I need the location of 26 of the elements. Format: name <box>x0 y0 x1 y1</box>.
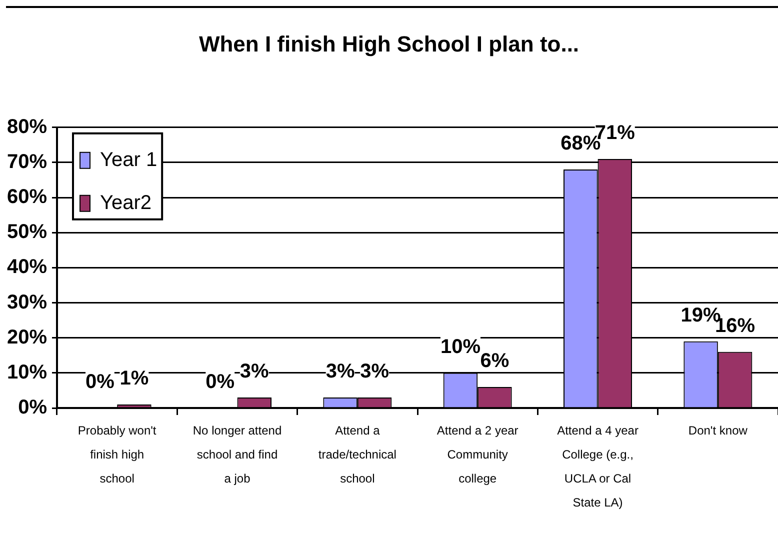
x-tick-label: Attend a 4 year College (e.g., UCLA or Cal State LA) <box>557 423 638 510</box>
data-label: 0% <box>86 371 115 393</box>
data-label: 10% <box>440 336 481 358</box>
data-label: 1% <box>120 367 149 390</box>
x-tick-label: Attend a trade/technical school <box>318 423 396 486</box>
data-label: 3% <box>360 360 390 382</box>
data-label: 0% <box>206 371 235 393</box>
data-label: 3% <box>326 360 355 382</box>
y-tick-label: 70% <box>6 150 48 173</box>
y-tick-label: 50% <box>6 221 48 244</box>
y-tick-label: 10% <box>6 361 48 384</box>
x-tick-label: No longer attend school and find a job <box>192 423 282 486</box>
data-label: 3% <box>240 360 270 382</box>
legend-label: Year 1 <box>100 148 158 171</box>
x-tick-label: Probably won't finish high school <box>78 423 157 486</box>
y-tick-label: 0% <box>18 396 48 419</box>
y-tick-label: 80% <box>6 116 48 138</box>
x-tick-label: Attend a 2 year Community college <box>436 423 518 486</box>
y-tick-label: 40% <box>6 256 48 278</box>
y-tick-label: 20% <box>6 326 48 348</box>
x-tick-label: Don't know <box>688 423 748 438</box>
legend-label: Year2 <box>100 192 152 214</box>
data-label: 6% <box>480 350 510 372</box>
chart-title: When I finish High School I plan to... <box>198 31 580 56</box>
y-tick-label: 30% <box>6 291 48 314</box>
y-tick-label: 60% <box>6 186 48 208</box>
